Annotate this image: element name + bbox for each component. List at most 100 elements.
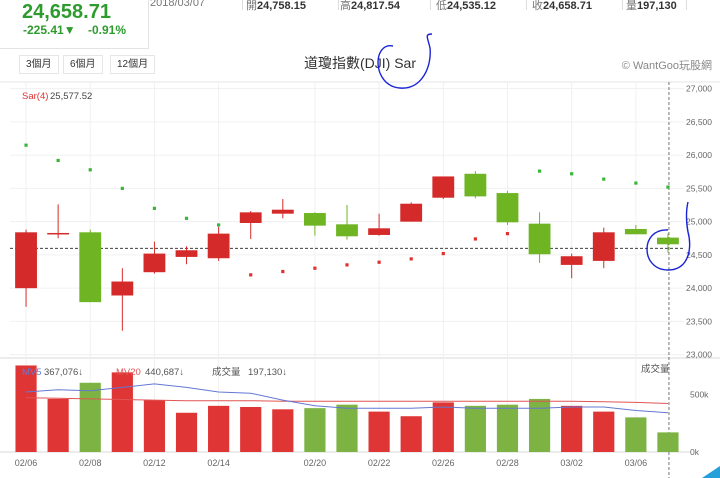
- high-label: 高: [340, 0, 351, 12]
- close-label: 收: [532, 0, 543, 12]
- sar-dot: [602, 177, 606, 181]
- candle-body: [143, 253, 166, 273]
- x-tick-label: 03/06: [625, 458, 648, 468]
- candle-body: [624, 228, 647, 235]
- candle-body: [175, 250, 198, 257]
- volume-bar: [657, 432, 679, 452]
- volume-bar: [625, 417, 647, 452]
- quote-low: 低24,535.12: [436, 0, 496, 13]
- quote-divider: [686, 0, 687, 10]
- candle-body: [15, 232, 37, 289]
- range-3-months-button[interactable]: 3個月: [19, 55, 59, 74]
- range-12-months-button[interactable]: 12個月: [110, 55, 156, 74]
- chart-title: 道瓊指數(DJI) Sar: [304, 55, 416, 71]
- quote-divider: [622, 0, 623, 10]
- volume-bar: [304, 408, 326, 452]
- sar-dot: [666, 185, 670, 189]
- volume-y-tick-label: 500k: [690, 389, 709, 399]
- quote-header: 24,658.71 -225.41▼ -0.91% 2018/03/07 開24…: [0, 0, 720, 49]
- sar-dot: [537, 169, 542, 173]
- candle-body: [368, 228, 391, 235]
- last-price: 24,658.71: [22, 1, 111, 23]
- sar-dot: [152, 206, 157, 210]
- candle-body: [528, 223, 551, 255]
- quote-close: 收24,658.71: [532, 0, 592, 13]
- volume-bar: [464, 405, 486, 452]
- candle-body: [400, 203, 423, 222]
- sar-dot: [249, 273, 253, 277]
- quote-divider: [242, 0, 243, 10]
- ma5-legend-value: 367,076↓: [44, 367, 83, 378]
- candle-body: [464, 173, 487, 197]
- sar-dot: [217, 223, 221, 227]
- ma20-legend-value: 440,687↓: [145, 367, 184, 378]
- range-6-months-button[interactable]: 6個月: [63, 55, 103, 74]
- candle-body: [271, 209, 294, 214]
- open-label: 開: [246, 0, 257, 12]
- x-tick-label: 03/02: [560, 458, 583, 468]
- sar-dot: [345, 263, 349, 267]
- sar-legend-label: Sar(4): [22, 91, 48, 102]
- candle-body: [560, 256, 583, 265]
- volume-bar: [593, 411, 615, 452]
- candle-body: [592, 232, 615, 261]
- candle-body: [496, 193, 519, 223]
- volume-panel-title: 成交量: [641, 363, 670, 375]
- x-tick-label: 02/20: [304, 458, 327, 468]
- volume-bar: [15, 365, 37, 452]
- sar-dot: [24, 143, 28, 147]
- quote-divider: [338, 0, 339, 10]
- price-box: 24,658.71 -225.41▼ -0.91%: [0, 0, 149, 49]
- ma5-legend-label: MV5: [22, 367, 42, 378]
- volume-bar: [432, 402, 454, 452]
- annotation-circle-last-candle: [646, 201, 691, 271]
- candle-body: [239, 212, 262, 223]
- sar-dot: [634, 181, 638, 185]
- volume-bar: [47, 398, 69, 452]
- sar-dot: [184, 216, 189, 220]
- sar-dot: [409, 257, 413, 261]
- volume-legend-label: 成交量: [212, 366, 241, 378]
- x-tick-label: 02/12: [143, 458, 166, 468]
- sar-dot: [441, 251, 445, 256]
- quote-divider: [430, 0, 431, 10]
- x-tick-label: 02/14: [207, 458, 230, 468]
- price-y-tick-label: 25,000: [686, 217, 712, 227]
- quote-divider: [526, 0, 527, 10]
- close-value: 24,658.71: [543, 0, 592, 12]
- sar-legend-value: 25,577.52: [50, 91, 92, 102]
- volume-legend-value: 197,130↓: [248, 367, 287, 378]
- volume-bar: [143, 400, 166, 452]
- sar-dot: [505, 232, 510, 236]
- candle-body: [207, 233, 230, 259]
- low-value: 24,535.12: [447, 0, 496, 12]
- candle-body: [47, 232, 70, 235]
- quote-date: 2018/03/07: [150, 0, 206, 9]
- price-y-tick-label: 23,500: [686, 316, 712, 326]
- volume-bar: [111, 372, 133, 452]
- sar-dot: [88, 168, 92, 172]
- sar-dot: [377, 260, 381, 264]
- sar-dot: [313, 266, 317, 270]
- ma20-line: [25, 397, 669, 404]
- price-y-tick-label: 26,000: [686, 150, 712, 160]
- low-label: 低: [436, 0, 447, 12]
- price-change: -225.41▼: [23, 23, 76, 37]
- volume-bar: [208, 405, 230, 452]
- volume-bar: [496, 404, 519, 452]
- sar-dot: [120, 186, 124, 191]
- high-value: 24,817.54: [351, 0, 400, 12]
- open-value: 24,758.15: [257, 0, 306, 12]
- sar-dot: [570, 172, 574, 176]
- price-y-tick-label: 24,500: [686, 250, 712, 260]
- quote-bar: 2018/03/07 開24,758.15 高24,817.54 低24,535…: [148, 0, 720, 13]
- price-y-tick-label: 27,000: [686, 84, 712, 94]
- x-tick-label: 02/22: [368, 458, 391, 468]
- ma5-line: [25, 383, 669, 414]
- ma20-legend-label: MV20: [116, 367, 141, 378]
- candle-body: [79, 232, 102, 303]
- x-tick-label: 02/28: [496, 458, 519, 468]
- price-y-tick-label: 25,500: [686, 183, 712, 193]
- quote-volume: 量197,130: [626, 0, 677, 13]
